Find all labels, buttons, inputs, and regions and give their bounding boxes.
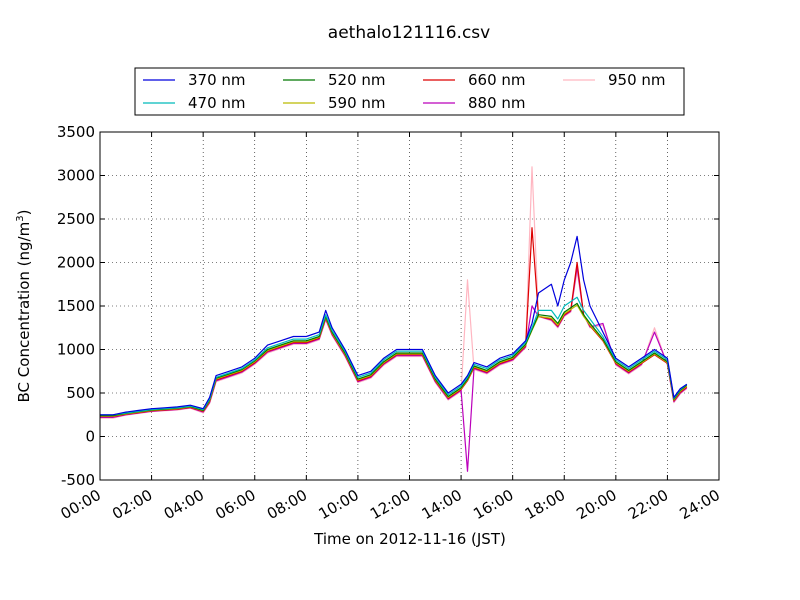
series-line-470-nm [100,296,688,416]
y-axis-label-end: ) [15,210,33,216]
y-tick-label: 1500 [57,297,95,315]
legend-label: 880 nm [468,94,526,112]
y-tick-label: 2000 [57,254,95,272]
y-axis-label: BC Concentration (ng/m3) [15,210,33,403]
legend-label: 470 nm [188,94,246,112]
chart-title: aethalo121116.csv [328,23,490,43]
y-axis-label-sup: 3 [15,215,26,221]
y-tick-label: 3000 [57,167,95,185]
y-tick-label: 2500 [57,210,95,228]
series-line-370-nm [100,235,688,416]
legend-label: 950 nm [608,71,666,89]
legend: 370 nm 470 nm 520 nm 590 nm 660 nm 880 nm 950 … [134,67,685,116]
y-tick-label: 3500 [57,123,95,141]
y-tick-label: -500 [61,471,95,489]
legend-label: 370 nm [188,71,246,89]
series-layer [100,166,688,472]
y-axis-label-main: BC Concentration (ng/m [15,222,33,403]
legend-label: 590 nm [328,94,386,112]
y-tick-label: 1000 [57,341,95,359]
y-tick-label: 500 [66,384,95,402]
x-axis-label: Time on 2012-11-16 (JST) [313,530,506,548]
legend-frame [134,67,685,116]
legend-label: 660 nm [468,71,526,89]
legend-label: 520 nm [328,71,386,89]
y-tick-label: 0 [85,428,95,446]
